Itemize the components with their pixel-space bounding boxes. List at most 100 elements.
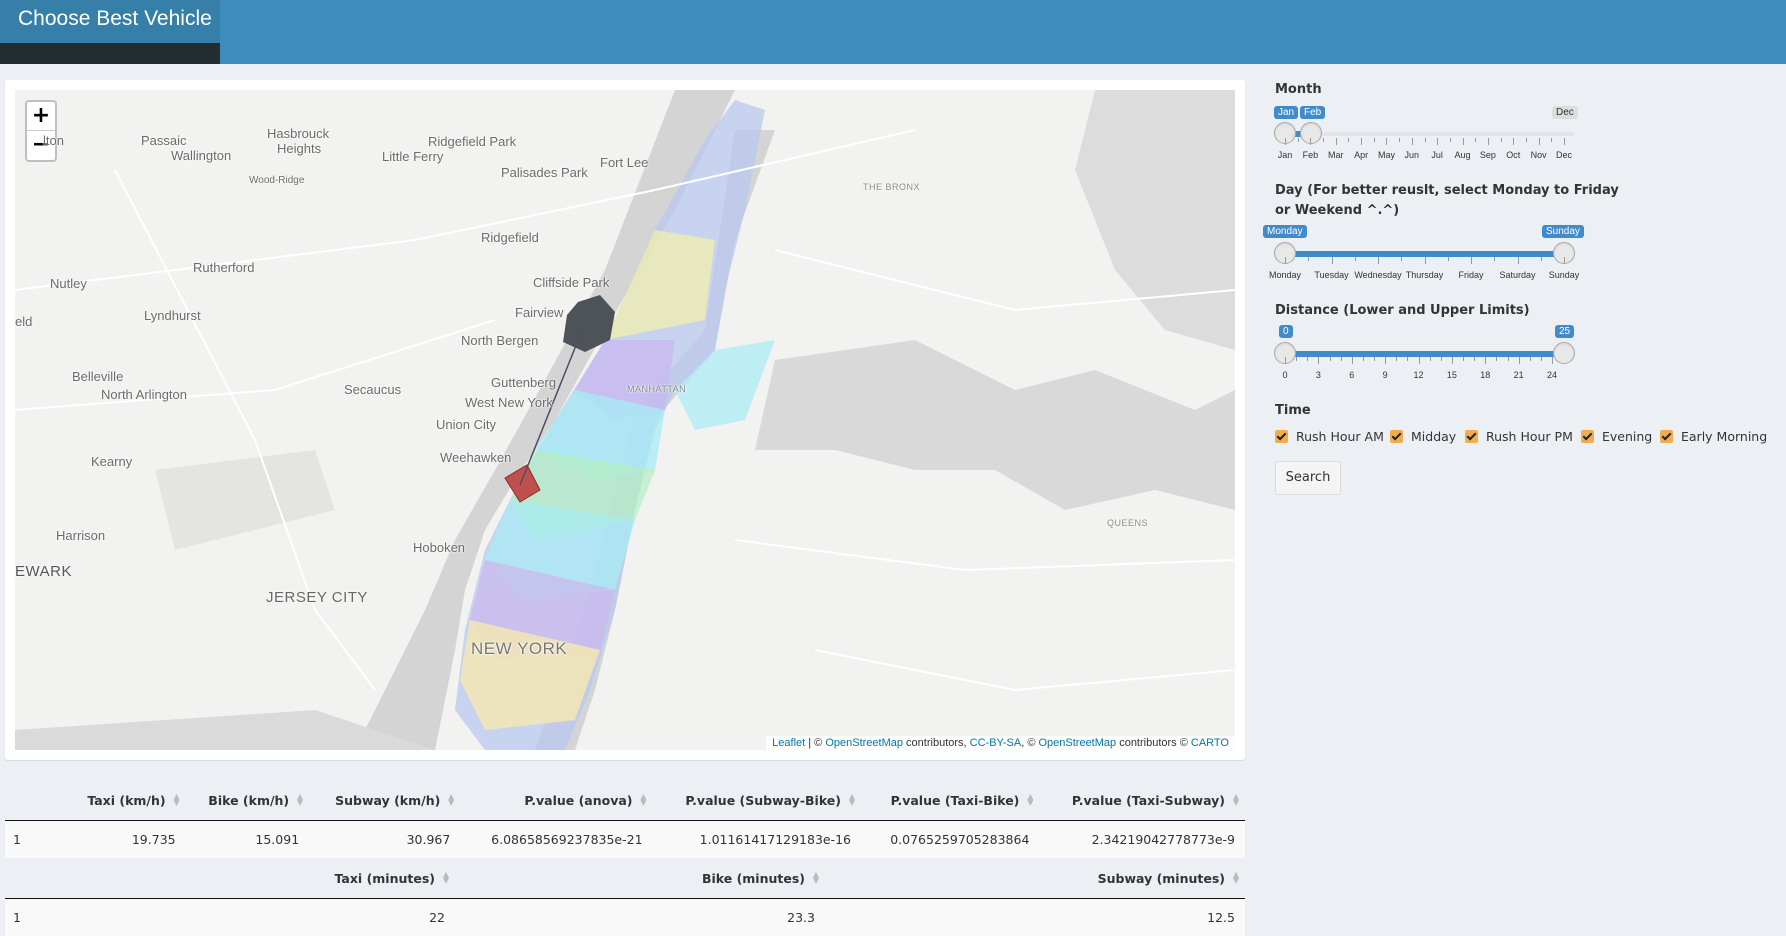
day-to-bubble: Sunday <box>1542 225 1584 238</box>
slider-tick-label: Jun <box>1404 150 1420 160</box>
leaflet-map[interactable]: + − Passaic Hasbrouck Heights Wallington… <box>15 90 1235 750</box>
column-header[interactable]: Taxi (km/h) ▲ ▼ <box>65 782 186 821</box>
map-label: Wood-Ridge <box>249 175 305 186</box>
checkbox-checked-icon[interactable] <box>1390 430 1403 443</box>
column-header[interactable]: Subway (minutes) ▲ ▼ <box>825 860 1245 899</box>
column-header[interactable]: P.value (anova) ▲ ▼ <box>460 782 653 821</box>
column-header[interactable] <box>5 782 65 821</box>
map-label: Fort Lee <box>600 155 649 170</box>
slider-minor-tick <box>1399 138 1401 142</box>
column-header[interactable]: P.value (Taxi-Subway) ▲ ▼ <box>1039 782 1245 821</box>
slider-minor-tick <box>1540 257 1542 261</box>
map-label: lton <box>43 133 64 148</box>
slider-tick <box>1564 257 1565 264</box>
slider-tick <box>1285 138 1286 145</box>
leaflet-link[interactable]: Leaflet <box>772 737 806 749</box>
checkbox-label: Early Morning <box>1681 429 1768 444</box>
carto-link[interactable]: CARTO <box>1190 737 1229 749</box>
map-label: Little Ferry <box>382 149 444 164</box>
map-label: Belleville <box>72 369 124 384</box>
checkbox-checked-icon[interactable] <box>1275 430 1288 443</box>
checkbox-midday[interactable]: Midday <box>1390 429 1456 444</box>
slider-minor-tick <box>1551 138 1553 142</box>
map-attribution: Leaflet | © OpenStreetMap contributors, … <box>766 736 1235 750</box>
distance-range-bar <box>1285 351 1564 357</box>
slider-tick <box>1517 257 1519 264</box>
slider-minor-tick <box>1440 357 1442 361</box>
slider-tick-label: 6 <box>1349 370 1355 380</box>
slider-tick-label: 3 <box>1315 370 1321 380</box>
time-label: Time <box>1275 403 1311 418</box>
column-header[interactable]: Taxi (minutes) ▲ ▼ <box>65 860 455 899</box>
map-label: MANHATTAN <box>627 384 687 394</box>
distance-to-handle[interactable] <box>1553 342 1575 364</box>
sort-icon: ▲ ▼ <box>848 792 856 807</box>
slider-minor-tick <box>1529 357 1531 361</box>
map-label: Rutherford <box>193 260 255 275</box>
app-header: Choose Best Vehicle <box>0 0 1786 64</box>
checkbox-label: Rush Hour AM <box>1296 429 1384 444</box>
sidebar-toggle-area <box>0 43 220 64</box>
search-button[interactable]: Search <box>1275 461 1341 495</box>
map-label: Cliffside Park <box>533 275 610 290</box>
zoom-in-button[interactable]: + <box>27 102 55 131</box>
day-from-bubble: Monday <box>1263 225 1307 238</box>
osm-link[interactable]: OpenStreetMap <box>825 737 903 749</box>
slider-tick <box>1351 357 1353 364</box>
checkbox-evening[interactable]: Evening <box>1581 429 1652 444</box>
checkbox-rush-hour-pm[interactable]: Rush Hour PM <box>1465 429 1573 444</box>
column-header[interactable]: Bike (km/h) ▲ ▼ <box>185 782 310 821</box>
table-row: 1 19.735 15.091 30.967 6.08658569237835e… <box>5 820 1245 858</box>
day-label-line-1: Day (For better reuslt, select Monday to… <box>1275 183 1619 198</box>
checkbox-checked-icon[interactable] <box>1581 430 1594 443</box>
sort-icon: ▲ ▼ <box>1027 792 1034 807</box>
checkbox-checked-icon[interactable] <box>1465 430 1478 443</box>
slider-tick-label: 24 <box>1546 370 1558 380</box>
checkbox-early-morning[interactable]: Early Morning <box>1660 429 1767 444</box>
slider-minor-tick <box>1396 357 1398 361</box>
attribution-text: contributors © <box>1116 737 1191 749</box>
slider-minor-tick <box>1475 138 1477 142</box>
slider-minor-tick <box>1447 257 1449 261</box>
map-label: Harrison <box>56 528 106 543</box>
slider-minor-tick <box>1500 138 1502 142</box>
distance-from-bubble: 0 <box>1279 325 1293 338</box>
map-label: Guttenberg <box>491 375 557 390</box>
cc-by-sa-link[interactable]: CC-BY-SA <box>969 737 1022 749</box>
slider-tick <box>1386 138 1388 145</box>
app-title: Choose Best Vehicle <box>0 0 220 43</box>
column-header[interactable]: Bike (minutes) ▲ ▼ <box>455 860 825 899</box>
slider-minor-tick <box>1494 257 1496 261</box>
sort-icon: ▲ ▼ <box>173 792 180 807</box>
table-header-row: Taxi (minutes) ▲ ▼ Bike (minutes) ▲ ▼ Subway… <box>5 860 1245 899</box>
map-label: JERSEY CITY <box>266 589 368 606</box>
checkbox-label: Rush Hour PM <box>1486 429 1573 444</box>
column-header[interactable]: Subway (km/h) ▲ ▼ <box>309 782 461 821</box>
osm-link[interactable]: OpenStreetMap <box>1038 737 1117 749</box>
column-header[interactable]: P.value (Subway-Bike) ▲ ▼ <box>652 782 862 821</box>
zoom-out-button[interactable]: − <box>31 132 51 157</box>
table-cell: 0.0765259705283864 <box>861 820 1040 858</box>
slider-tick-label: Friday <box>1458 270 1484 280</box>
slider-minor-tick <box>1307 357 1309 361</box>
slider-tick-label: 18 <box>1480 370 1491 380</box>
table-cell: 1 <box>5 820 65 858</box>
map-label: Ridgefield Park <box>428 134 517 149</box>
slider-tick <box>1285 357 1286 364</box>
sort-icon: ▲ ▼ <box>812 870 819 885</box>
table-cell: 1.01161417129183e-16 <box>652 820 862 858</box>
slider-tick <box>1518 357 1520 364</box>
slider-tick <box>1451 357 1453 364</box>
map-label: THE BRONX <box>863 182 921 192</box>
map-label: Union City <box>436 417 496 432</box>
slider-minor-tick <box>1429 357 1431 361</box>
checkbox-rush-hour-am[interactable]: Rush Hour AM <box>1275 429 1384 444</box>
column-header[interactable] <box>5 860 65 899</box>
table-cell: 19.735 <box>65 820 186 858</box>
slider-tick <box>1564 138 1565 145</box>
column-header[interactable]: P.value (Taxi-Bike) ▲ ▼ <box>861 782 1040 821</box>
sort-icon: ▲ ▼ <box>442 870 449 885</box>
map-label: NEW YORK <box>471 639 568 658</box>
map-label: eld <box>15 314 33 329</box>
checkbox-checked-icon[interactable] <box>1660 430 1673 443</box>
